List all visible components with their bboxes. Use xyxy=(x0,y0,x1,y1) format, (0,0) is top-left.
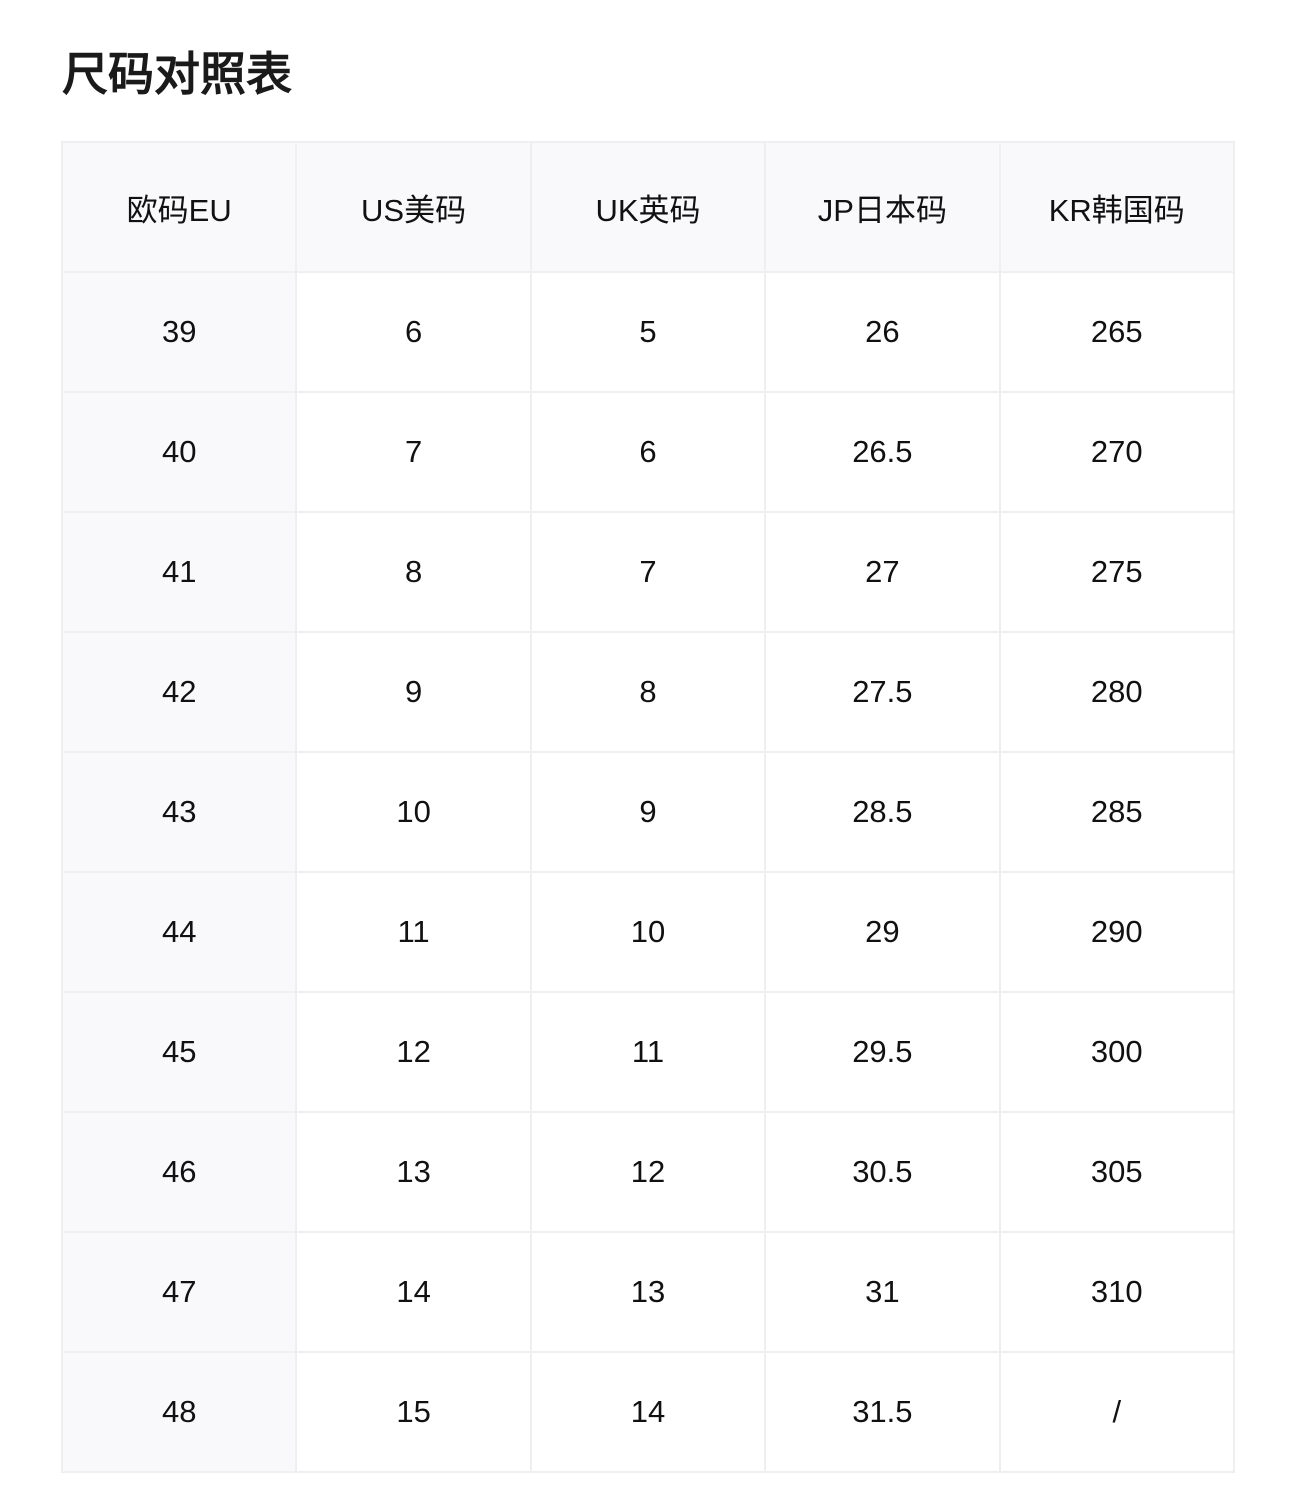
table-cell: 27 xyxy=(764,511,1001,633)
table-cell: / xyxy=(998,1351,1236,1473)
table-cell: 40 xyxy=(60,391,298,513)
column-header: US美码 xyxy=(295,141,532,273)
table-cell: 44 xyxy=(60,871,298,993)
table-cell: 47 xyxy=(60,1231,298,1353)
table-cell: 31.5 xyxy=(764,1351,1001,1473)
table-cell: 8 xyxy=(529,631,767,753)
column-header: KR韩国码 xyxy=(998,141,1236,273)
table-cell: 43 xyxy=(60,751,298,873)
table-cell: 12 xyxy=(529,1111,767,1233)
table-cell: 9 xyxy=(529,751,767,873)
table-cell: 42 xyxy=(60,631,298,753)
table-cell: 30.5 xyxy=(764,1111,1001,1233)
table-cell: 310 xyxy=(998,1231,1236,1353)
table-row: 47 14 13 31 310 xyxy=(60,1231,1236,1353)
table-cell: 26 xyxy=(764,271,1001,393)
table-cell: 275 xyxy=(998,511,1236,633)
table-row: 44 11 10 29 290 xyxy=(60,871,1236,993)
table-cell: 6 xyxy=(295,271,532,393)
table-row: 40 7 6 26.5 270 xyxy=(60,391,1236,513)
table-cell: 29 xyxy=(764,871,1001,993)
column-header: JP日本码 xyxy=(764,141,1001,273)
table-cell: 305 xyxy=(998,1111,1236,1233)
table-row: 43 10 9 28.5 285 xyxy=(60,751,1236,873)
table-cell: 12 xyxy=(295,991,532,1113)
table-cell: 7 xyxy=(295,391,532,513)
table-cell: 5 xyxy=(529,271,767,393)
table-cell: 290 xyxy=(998,871,1236,993)
table-cell: 10 xyxy=(295,751,532,873)
table-cell: 14 xyxy=(295,1231,532,1353)
table-cell: 41 xyxy=(60,511,298,633)
table-cell: 31 xyxy=(764,1231,1001,1353)
table-row: 48 15 14 31.5/ xyxy=(60,1351,1236,1473)
table-cell: 10 xyxy=(529,871,767,993)
table-row: 41 8 7 27 275 xyxy=(60,511,1236,633)
table-cell: 14 xyxy=(529,1351,767,1473)
size-chart-table: 欧码EU US美码 UK英码 JP日本码 KR韩国码 39 6 5 26 265 40 7 6 26.5… xyxy=(60,141,1236,1473)
column-header: UK英码 xyxy=(529,141,767,273)
table-cell: 11 xyxy=(295,871,532,993)
table-cell: 270 xyxy=(998,391,1236,513)
table-row: 45 12 11 29.5 300 xyxy=(60,991,1236,1113)
table-cell: 13 xyxy=(529,1231,767,1353)
header-row: 欧码EU US美码 UK英码 JP日本码 KR韩国码 xyxy=(60,141,1236,273)
table-cell: 6 xyxy=(529,391,767,513)
table-cell: 8 xyxy=(295,511,532,633)
table-cell: 300 xyxy=(998,991,1236,1113)
table-cell: 29.5 xyxy=(764,991,1001,1113)
table-cell: 13 xyxy=(295,1111,532,1233)
table-cell: 280 xyxy=(998,631,1236,753)
table-cell: 15 xyxy=(295,1351,532,1473)
table-cell: 28.5 xyxy=(764,751,1001,873)
table-cell: 27.5 xyxy=(764,631,1001,753)
table-cell: 45 xyxy=(60,991,298,1113)
table-cell: 39 xyxy=(60,271,298,393)
table-row: 46 13 12 30.5 305 xyxy=(60,1111,1236,1233)
table-row: 39 6 5 26 265 xyxy=(60,271,1236,393)
table-cell: 265 xyxy=(998,271,1236,393)
table-cell: 9 xyxy=(295,631,532,753)
table-row: 42 9 8 27.5 280 xyxy=(60,631,1236,753)
table-cell: 285 xyxy=(998,751,1236,873)
page-title: 尺码对照表 xyxy=(62,48,292,100)
table-cell: 11 xyxy=(529,991,767,1113)
table-cell: 48 xyxy=(60,1351,298,1473)
column-header: 欧码EU xyxy=(60,141,298,273)
table-cell: 46 xyxy=(60,1111,298,1233)
table-cell: 26.5 xyxy=(764,391,1001,513)
table-cell: 7 xyxy=(529,511,767,633)
